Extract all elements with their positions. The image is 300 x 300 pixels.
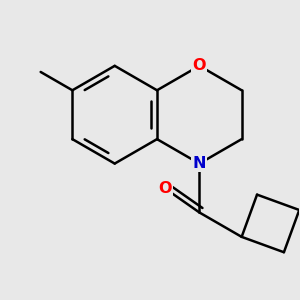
Text: O: O xyxy=(193,58,206,73)
Text: N: N xyxy=(193,156,206,171)
Text: O: O xyxy=(159,181,172,196)
